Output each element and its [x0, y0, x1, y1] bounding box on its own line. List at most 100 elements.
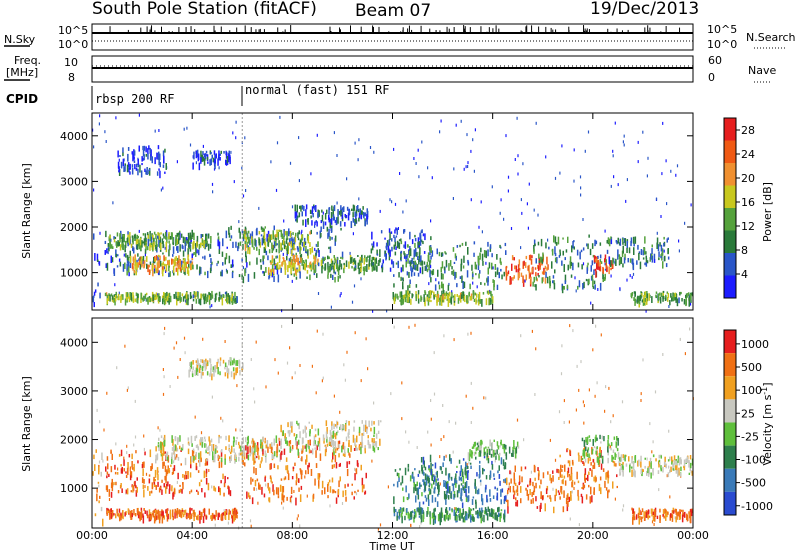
range-cell [270, 234, 273, 240]
range-cell [688, 460, 690, 468]
range-cell [162, 461, 164, 469]
range-cell [413, 476, 415, 483]
range-cell [316, 273, 318, 278]
range-cell [215, 292, 218, 296]
range-cell [134, 513, 137, 517]
range-cell [424, 473, 427, 481]
range-cell [216, 361, 218, 369]
range-cell [370, 248, 373, 254]
range-cell [284, 268, 287, 275]
range-cell [258, 248, 260, 256]
range-cell [489, 291, 491, 295]
range-cell [479, 270, 481, 274]
range-cell [199, 298, 202, 306]
range-cell [606, 267, 608, 273]
range-cell [147, 238, 150, 247]
range-cell [500, 489, 502, 497]
range-cell [106, 475, 108, 479]
range-cell [293, 433, 296, 437]
range-cell [279, 454, 281, 462]
range-cell [226, 246, 228, 249]
range-cell [461, 499, 463, 502]
range-cell [288, 442, 291, 447]
range-cell [228, 509, 230, 513]
range-cell [148, 168, 151, 171]
range-cell [245, 227, 247, 235]
scatter-cell [617, 256, 619, 260]
range-cell [208, 508, 210, 515]
range-cell [585, 452, 588, 457]
range-cell [496, 267, 499, 275]
range-cell [377, 447, 379, 451]
range-cell [518, 271, 520, 279]
range-cell [333, 448, 336, 452]
range-cell [284, 230, 287, 236]
range-cell [648, 466, 651, 475]
range-cell [417, 507, 419, 513]
range-cell [167, 261, 170, 265]
range-cell [321, 265, 323, 274]
range-cell [337, 216, 339, 224]
range-cell [393, 297, 396, 304]
range-cell [118, 166, 120, 170]
range-cell [158, 443, 160, 452]
range-cell [651, 255, 654, 263]
scatter-cell [220, 416, 222, 420]
range-cell [168, 468, 170, 474]
range-cell [300, 485, 303, 490]
range-cell [182, 236, 185, 243]
range-cell [295, 439, 297, 446]
range-cell [306, 251, 308, 254]
range-cell [447, 483, 449, 492]
range-cell [333, 440, 335, 446]
range-cell [599, 266, 602, 272]
range-cell [463, 281, 466, 289]
range-cell [167, 260, 169, 266]
range-cell [205, 236, 208, 243]
range-cell [119, 244, 122, 251]
range-cell [205, 154, 207, 157]
range-cell [420, 239, 423, 243]
range-cell [132, 292, 134, 298]
range-cell [492, 516, 494, 519]
scatter-cell [194, 294, 196, 298]
range-cell [486, 449, 488, 456]
range-cell [428, 477, 430, 483]
range-cell [469, 283, 471, 290]
range-cell [499, 244, 501, 248]
range-cell [122, 239, 125, 243]
range-cell [622, 465, 624, 470]
scatter-cell [391, 200, 393, 204]
range-cell [202, 509, 205, 513]
range-cell [157, 270, 160, 275]
range-cell [114, 298, 116, 306]
range-cell [165, 230, 168, 238]
scatter-cell [173, 460, 175, 464]
scatter-cell [573, 487, 575, 490]
scatter-cell [535, 121, 537, 125]
range-cell [136, 234, 138, 243]
range-cell [509, 486, 511, 493]
range-cell [120, 296, 123, 301]
scatter-cell [520, 246, 522, 250]
range-cell [616, 436, 618, 441]
range-cell [681, 298, 683, 302]
range-cell [504, 452, 507, 456]
range-cell [401, 475, 404, 484]
range-cell [487, 279, 489, 286]
range-cell [480, 444, 482, 451]
range-cell [413, 511, 416, 515]
range-cell [113, 297, 115, 303]
range-cell [393, 274, 395, 277]
range-cell [200, 234, 202, 239]
range-cell [244, 462, 246, 467]
scatter-cell [520, 334, 522, 338]
scatter-cell [590, 301, 592, 305]
range-cell [361, 435, 363, 443]
scatter-cell [112, 201, 114, 205]
range-cell [640, 461, 642, 468]
range-cell [357, 462, 359, 468]
range-cell [104, 240, 107, 244]
range-cell [358, 426, 361, 433]
range-cell [513, 440, 515, 448]
